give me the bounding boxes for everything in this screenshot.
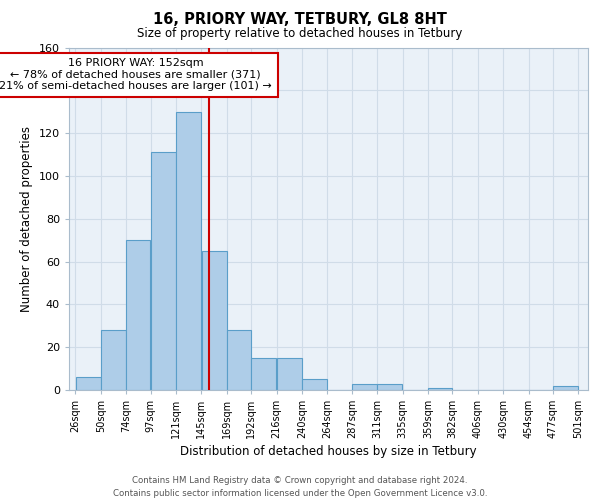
Bar: [76, 377, 101, 390]
Bar: [377, 384, 403, 390]
Bar: [176, 112, 201, 390]
Text: Contains HM Land Registry data © Crown copyright and database right 2024.
Contai: Contains HM Land Registry data © Crown c…: [113, 476, 487, 498]
Bar: [428, 388, 452, 390]
X-axis label: Distribution of detached houses by size in Tetbury: Distribution of detached houses by size …: [180, 446, 477, 458]
Bar: [352, 384, 377, 390]
Bar: [127, 240, 151, 390]
Text: Size of property relative to detached houses in Tetbury: Size of property relative to detached ho…: [137, 28, 463, 40]
Y-axis label: Number of detached properties: Number of detached properties: [20, 126, 33, 312]
Bar: [302, 380, 327, 390]
Bar: [151, 152, 176, 390]
Bar: [101, 330, 126, 390]
Bar: [553, 386, 578, 390]
Bar: [277, 358, 302, 390]
Text: 16, PRIORY WAY, TETBURY, GL8 8HT: 16, PRIORY WAY, TETBURY, GL8 8HT: [153, 12, 447, 28]
Bar: [251, 358, 277, 390]
Text: 16 PRIORY WAY: 152sqm
← 78% of detached houses are smaller (371)
21% of semi-det: 16 PRIORY WAY: 152sqm ← 78% of detached …: [0, 58, 272, 92]
Bar: [227, 330, 251, 390]
Bar: [202, 251, 227, 390]
